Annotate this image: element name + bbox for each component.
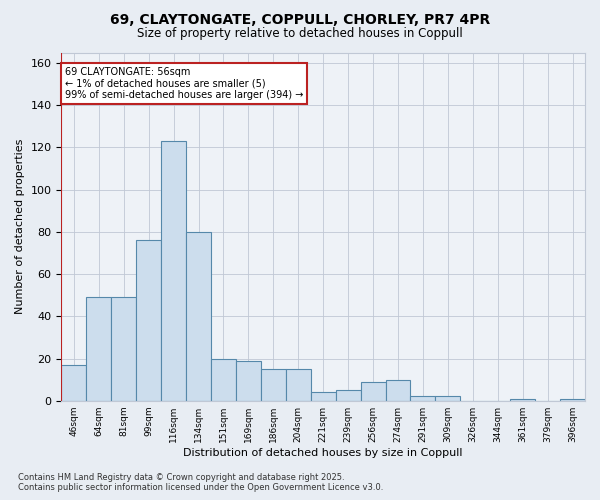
Y-axis label: Number of detached properties: Number of detached properties [15,139,25,314]
Bar [86,298,111,401]
Bar [311,392,335,400]
Text: 69, CLAYTONGATE, COPPULL, CHORLEY, PR7 4PR: 69, CLAYTONGATE, COPPULL, CHORLEY, PR7 4… [110,12,490,26]
X-axis label: Distribution of detached houses by size in Coppull: Distribution of detached houses by size … [184,448,463,458]
Bar [386,380,410,400]
Bar [410,396,436,400]
Text: 69 CLAYTONGATE: 56sqm
← 1% of detached houses are smaller (5)
99% of semi-detach: 69 CLAYTONGATE: 56sqm ← 1% of detached h… [65,68,304,100]
Bar [161,141,186,401]
Bar [211,358,236,401]
Bar [361,382,386,400]
Bar [436,396,460,400]
Bar [136,240,161,400]
Text: Contains HM Land Registry data © Crown copyright and database right 2025.
Contai: Contains HM Land Registry data © Crown c… [18,473,383,492]
Bar [335,390,361,400]
Bar [61,365,86,400]
Bar [186,232,211,400]
Bar [286,369,311,400]
Text: Size of property relative to detached houses in Coppull: Size of property relative to detached ho… [137,28,463,40]
Bar [510,398,535,400]
Bar [111,298,136,401]
Bar [261,369,286,400]
Bar [560,398,585,400]
Bar [236,360,261,401]
